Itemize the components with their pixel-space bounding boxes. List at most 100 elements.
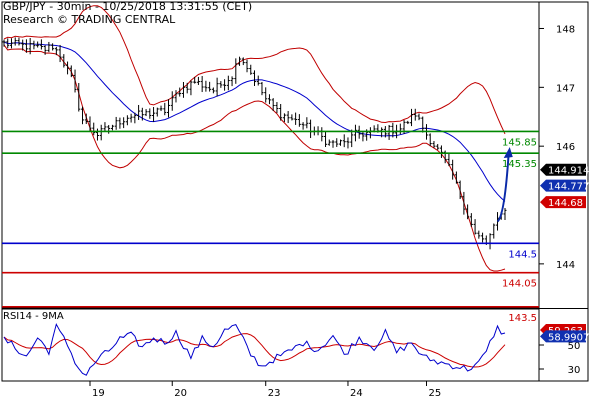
price-tag-bg [540, 163, 586, 176]
candle [167, 99, 171, 118]
candle [200, 76, 204, 93]
candle [398, 123, 402, 135]
candle [320, 127, 324, 142]
candle [159, 105, 163, 112]
candle [249, 64, 253, 75]
price-tag-label: 144.777 [548, 182, 589, 193]
candle [24, 39, 28, 53]
candle [267, 94, 271, 105]
price-tag-label: 144.68 [548, 198, 583, 209]
forecast-arrow [496, 147, 513, 223]
candle [458, 180, 462, 200]
candle [189, 80, 193, 96]
rsi-tick-label: 30 [568, 365, 581, 376]
price-axis-ticks: 148 147 146 144 [539, 24, 575, 271]
price-tag-dark: 144.914 [540, 163, 589, 177]
candle [114, 116, 118, 130]
price-tick-label: 144 [556, 260, 575, 271]
moving-average-series [3, 41, 506, 202]
candle [406, 120, 410, 125]
candle [271, 98, 275, 111]
date-axis-ticks: 19 20 23 24 25 [89, 381, 441, 399]
candle [163, 102, 167, 116]
candle [181, 82, 185, 98]
candle [196, 76, 200, 85]
candle [36, 41, 40, 48]
candle [54, 46, 58, 56]
rsi-panel-title: RSI14 - 9MA [3, 311, 64, 322]
price-tags: 144.914 144.777 144.68 [540, 163, 589, 209]
candle [417, 113, 421, 121]
forecast-arrow-head [503, 147, 513, 159]
candle [88, 116, 92, 131]
candle [253, 70, 256, 87]
candle [47, 41, 51, 53]
price-candles [2, 37, 507, 250]
price-tick-label: 146 [556, 142, 575, 153]
bollinger-bands [3, 5, 506, 272]
candle [451, 159, 455, 180]
date-tick-label: 23 [268, 388, 281, 399]
candle [140, 107, 144, 121]
price-tag-bg [540, 179, 586, 192]
candle [148, 108, 152, 119]
forecast-arrow-shaft [496, 151, 510, 223]
candle [62, 54, 66, 68]
candle [503, 207, 507, 221]
candle [391, 122, 395, 138]
candle [234, 58, 238, 84]
support-resistance-levels: 145.85 145.35 144.5 144.05 143.5 [2, 130, 539, 324]
candle [454, 171, 458, 184]
rsi-tag-blue: 58.9907 [540, 330, 589, 343]
rsi-lines [3, 322, 506, 376]
candle [170, 91, 174, 111]
rsi-axis-ticks: 50 30 [539, 341, 580, 376]
candle [338, 139, 342, 146]
moving-average-line [3, 41, 506, 202]
date-tick-label: 24 [350, 388, 363, 399]
rsi-tag-bg [540, 330, 586, 343]
candle [13, 37, 17, 46]
candle [204, 80, 208, 92]
candle [331, 139, 335, 148]
candle [279, 104, 283, 121]
candle [219, 81, 223, 88]
candle [327, 139, 331, 146]
candle [28, 38, 32, 55]
candle [346, 137, 350, 149]
candle [481, 232, 485, 243]
candle [185, 82, 189, 94]
candle [51, 43, 55, 51]
chart-source-credit: Research © TRADING CENTRAL [3, 13, 176, 26]
candle [286, 111, 290, 124]
candle [294, 112, 298, 125]
candle [264, 87, 268, 103]
price-tag-blue: 144.777 [540, 179, 589, 193]
candle [2, 39, 6, 47]
candle [66, 61, 70, 75]
candle [152, 107, 156, 122]
candle [208, 81, 212, 92]
candle [462, 191, 466, 215]
candle [439, 145, 443, 158]
candle [260, 81, 264, 96]
candle [9, 38, 13, 49]
candle [103, 122, 107, 132]
price-plot-frame [1, 1, 540, 309]
rsi-signal-line [3, 333, 506, 368]
date-tick-label: 25 [428, 388, 441, 399]
candle [301, 122, 305, 130]
candle [353, 124, 357, 142]
candle [73, 69, 77, 93]
rsi-plot-frame [1, 308, 540, 382]
candle [466, 204, 470, 220]
date-tick-label: 19 [92, 388, 105, 399]
candle [118, 117, 122, 129]
candle [17, 37, 21, 46]
candle [6, 38, 10, 49]
candle [155, 107, 159, 117]
candle [58, 44, 62, 63]
candle [211, 87, 215, 94]
level-label-support: 144.05 [502, 279, 537, 290]
rsi-tick-label: 50 [568, 341, 581, 352]
